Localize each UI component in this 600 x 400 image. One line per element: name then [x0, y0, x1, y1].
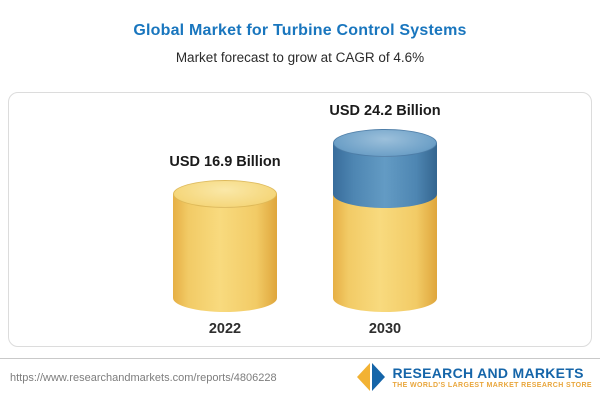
bar-value-label-2030: USD 24.2 Billion [329, 103, 441, 119]
cylinder-top-cap [173, 180, 277, 208]
cylinder-segment-junction [333, 180, 437, 208]
researchandmarkets-logo[interactable]: RESEARCH AND MARKETS THE WORLD'S LARGEST… [356, 362, 592, 392]
x-axis-label-2022: 2022 [208, 321, 242, 337]
logo-name: RESEARCH AND MARKETS [392, 364, 584, 381]
bar-value-label-2022: USD 16.9 Billion [169, 154, 281, 170]
footer-divider [0, 358, 600, 359]
logo-text-block: RESEARCH AND MARKETS THE WORLD'S LARGEST… [392, 365, 592, 390]
researchandmarkets-logo-icon [357, 363, 386, 391]
cylinder-top-cap [333, 129, 437, 157]
chart-subtitle: Market forecast to grow at CAGR of 4.6% [175, 50, 425, 65]
logo-tagline: THE WORLD'S LARGEST MARKET RESEARCH STOR… [392, 381, 592, 389]
bar-2030-gold-segment [333, 194, 437, 312]
bar-2030-blue-segment [333, 129, 437, 208]
x-axis-label-2030: 2030 [368, 321, 402, 337]
report-url-link[interactable]: https://www.researchandmarkets.com/repor… [10, 372, 277, 384]
bar-2022-gold-cylinder [173, 180, 277, 312]
chart-card-border [8, 92, 592, 347]
chart-title: Global Market for Turbine Control System… [133, 22, 467, 39]
